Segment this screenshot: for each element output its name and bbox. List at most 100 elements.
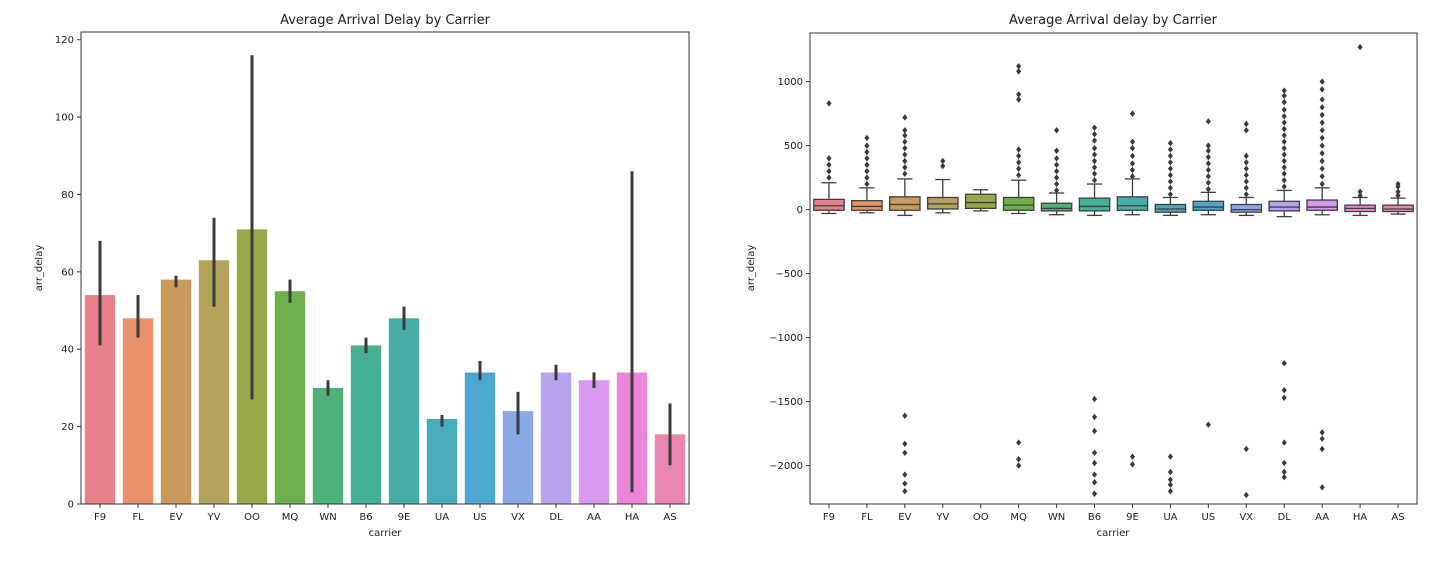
bar-chart: Average Arrival Delay by Carrier carrier… (34, 13, 690, 539)
outlier-point (1281, 144, 1287, 152)
box-body (1306, 199, 1338, 211)
outlier-point (902, 449, 908, 457)
bar-UA (426, 418, 458, 504)
outlier-point (1281, 92, 1287, 99)
outlier-point (1281, 164, 1287, 171)
outlier-point (864, 168, 870, 175)
box-B6 (1078, 183, 1111, 217)
x-tick-label: HA (625, 512, 640, 523)
outlier-point (1243, 178, 1249, 185)
box-chart-frame (809, 32, 1418, 505)
outlier-point (1091, 427, 1098, 435)
x-tick-label: B6 (1088, 512, 1101, 523)
y-tick-label: 120 (55, 35, 74, 46)
bar-chart-ylabel: arr_delay (34, 245, 45, 292)
outlier-point (1167, 481, 1173, 489)
outlier-point (1319, 429, 1325, 436)
box-FL (851, 187, 883, 214)
outlier-point (1319, 86, 1325, 93)
outlier-point (1319, 134, 1325, 142)
box-9E (1116, 178, 1149, 216)
outlier-point (902, 114, 908, 121)
y-tick-label: −1000 (769, 333, 803, 344)
outlier-point (1319, 180, 1325, 188)
outlier-point (1091, 449, 1098, 457)
outlier-point (1091, 124, 1098, 131)
outlier-point (1205, 142, 1211, 149)
outlier-point (1281, 468, 1287, 476)
outlier-point (1091, 144, 1098, 152)
outlier-point (1091, 490, 1098, 497)
bar-EV (160, 279, 192, 504)
outlier-point (1129, 144, 1136, 152)
x-tick-label: 9E (1126, 512, 1139, 523)
outlier-point (864, 161, 870, 169)
outlier-point (902, 488, 908, 495)
outlier-point (1167, 488, 1173, 495)
x-tick-label: UA (1163, 512, 1177, 523)
outlier-point (1016, 96, 1022, 103)
box-body (813, 198, 845, 211)
outlier-point (902, 164, 908, 171)
outlier-point (902, 138, 908, 145)
outlier-point (1281, 439, 1287, 446)
bar-chart-title: Average Arrival Delay by Carrier (280, 13, 490, 28)
box-AA (1306, 187, 1338, 216)
outlier-point (1319, 445, 1325, 453)
outlier-point (864, 142, 870, 149)
outlier-point (1205, 153, 1211, 161)
x-tick-label: EV (169, 512, 182, 523)
outlier-point (1243, 127, 1249, 134)
outlier-point (1243, 184, 1249, 192)
outlier-point (1054, 155, 1060, 162)
outlier-point (1129, 152, 1136, 160)
x-tick-label: AS (663, 512, 676, 523)
outlier-point (1167, 184, 1173, 192)
outlier-point (826, 155, 832, 162)
x-tick-label: F9 (823, 512, 835, 523)
outlier-point (1205, 179, 1211, 186)
bar-AA (578, 380, 610, 504)
x-tick-label: AA (1315, 512, 1329, 523)
outlier-point (1091, 157, 1098, 165)
outlier-point (1016, 68, 1022, 75)
box-HA (1344, 196, 1376, 217)
outlier-point (1129, 166, 1136, 174)
outlier-point (1016, 63, 1022, 70)
bar-chart-frame (80, 31, 690, 505)
outlier-point (1281, 386, 1287, 394)
x-tick-label: B6 (359, 512, 372, 523)
x-tick-label: WN (1048, 512, 1065, 523)
outlier-point (1281, 106, 1287, 113)
x-tick-label: WN (319, 512, 336, 523)
box-body (1002, 196, 1035, 211)
x-tick-label: FL (861, 512, 873, 523)
x-tick-label: MQ (282, 512, 299, 523)
outlier-point (1054, 187, 1060, 194)
outlier-point (1205, 118, 1211, 125)
outlier-point (902, 480, 908, 487)
box-chart: Average Arrival delay by Carrier carrier… (746, 13, 1418, 539)
outlier-point (1281, 151, 1287, 158)
bar-MQ (274, 291, 306, 504)
outlier-point (902, 132, 908, 139)
x-tick-label: UA (435, 512, 449, 523)
outlier-point (1205, 147, 1211, 154)
outlier-point (1281, 125, 1287, 133)
box-body (1040, 202, 1073, 212)
y-tick-label: 0 (68, 500, 74, 511)
y-tick-label: 20 (61, 422, 74, 433)
outlier-point (902, 471, 908, 478)
outlier-point (1357, 192, 1363, 199)
y-tick-label: −1500 (769, 397, 803, 408)
outlier-point (1167, 152, 1173, 160)
outlier-point (1091, 164, 1098, 171)
x-tick-label: MQ (1010, 512, 1027, 523)
outlier-point (1129, 173, 1136, 180)
box-chart-title: Average Arrival delay by Carrier (1009, 13, 1218, 28)
outlier-point (1167, 159, 1173, 166)
outlier-point (826, 174, 832, 181)
box-body (1230, 203, 1263, 213)
outlier-point (1205, 173, 1211, 180)
